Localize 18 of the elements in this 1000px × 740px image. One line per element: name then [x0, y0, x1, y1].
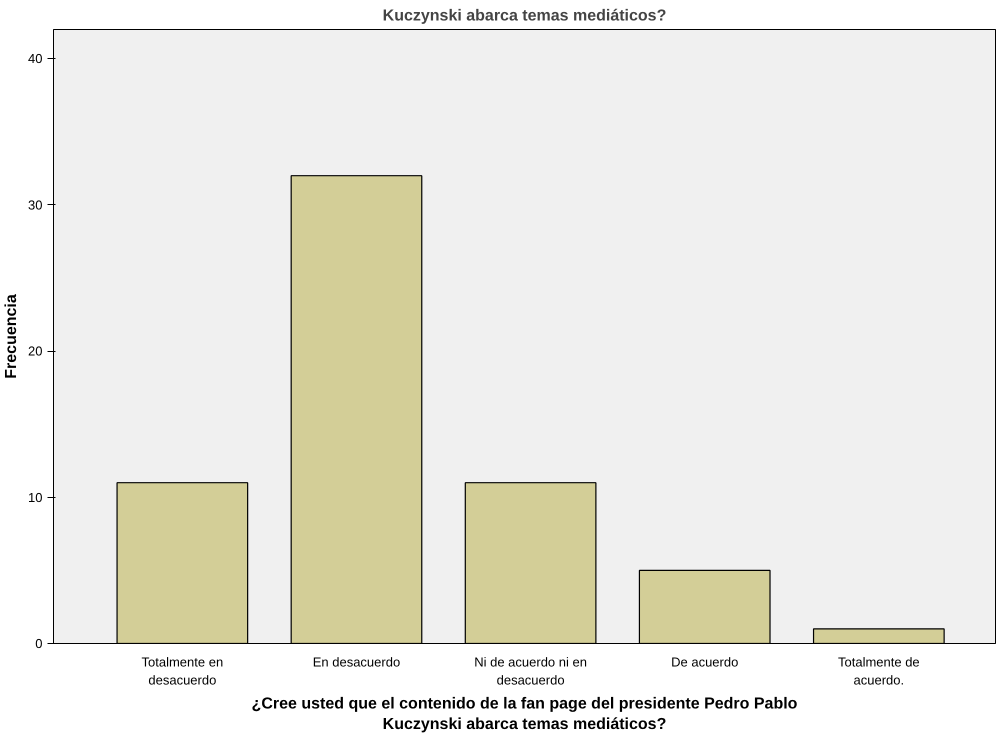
- bar: [290, 175, 422, 644]
- bar: [812, 628, 945, 644]
- x-tick-label: Ni de acuerdo ni en desacuerdo: [474, 654, 587, 688]
- bar: [464, 482, 596, 644]
- x-axis-title: ¿Cree usted que el contenido de la fan page del presidente Pedro Pablo Kuczynski abarca temas mediáticos?: [252, 696, 798, 733]
- y-tick-label: 20: [28, 344, 43, 359]
- y-tick-label: 30: [28, 197, 43, 212]
- y-axis-title: Frecuencia: [3, 294, 20, 379]
- x-tick-label: De acuerdo: [671, 654, 738, 670]
- bar: [638, 570, 771, 644]
- x-tick-label: En desacuerdo: [312, 654, 400, 670]
- bar: [116, 482, 248, 644]
- x-tick-label: Totalmente de acuerdo.: [838, 654, 920, 688]
- y-tick-label: 40: [28, 51, 43, 66]
- x-tick-label: Totalmente en desacuerdo: [142, 654, 224, 688]
- y-tick-label: 0: [35, 636, 43, 651]
- y-tick-label: 10: [28, 490, 43, 505]
- chart-title: Kuczynski abarca temas mediáticos?: [382, 8, 666, 24]
